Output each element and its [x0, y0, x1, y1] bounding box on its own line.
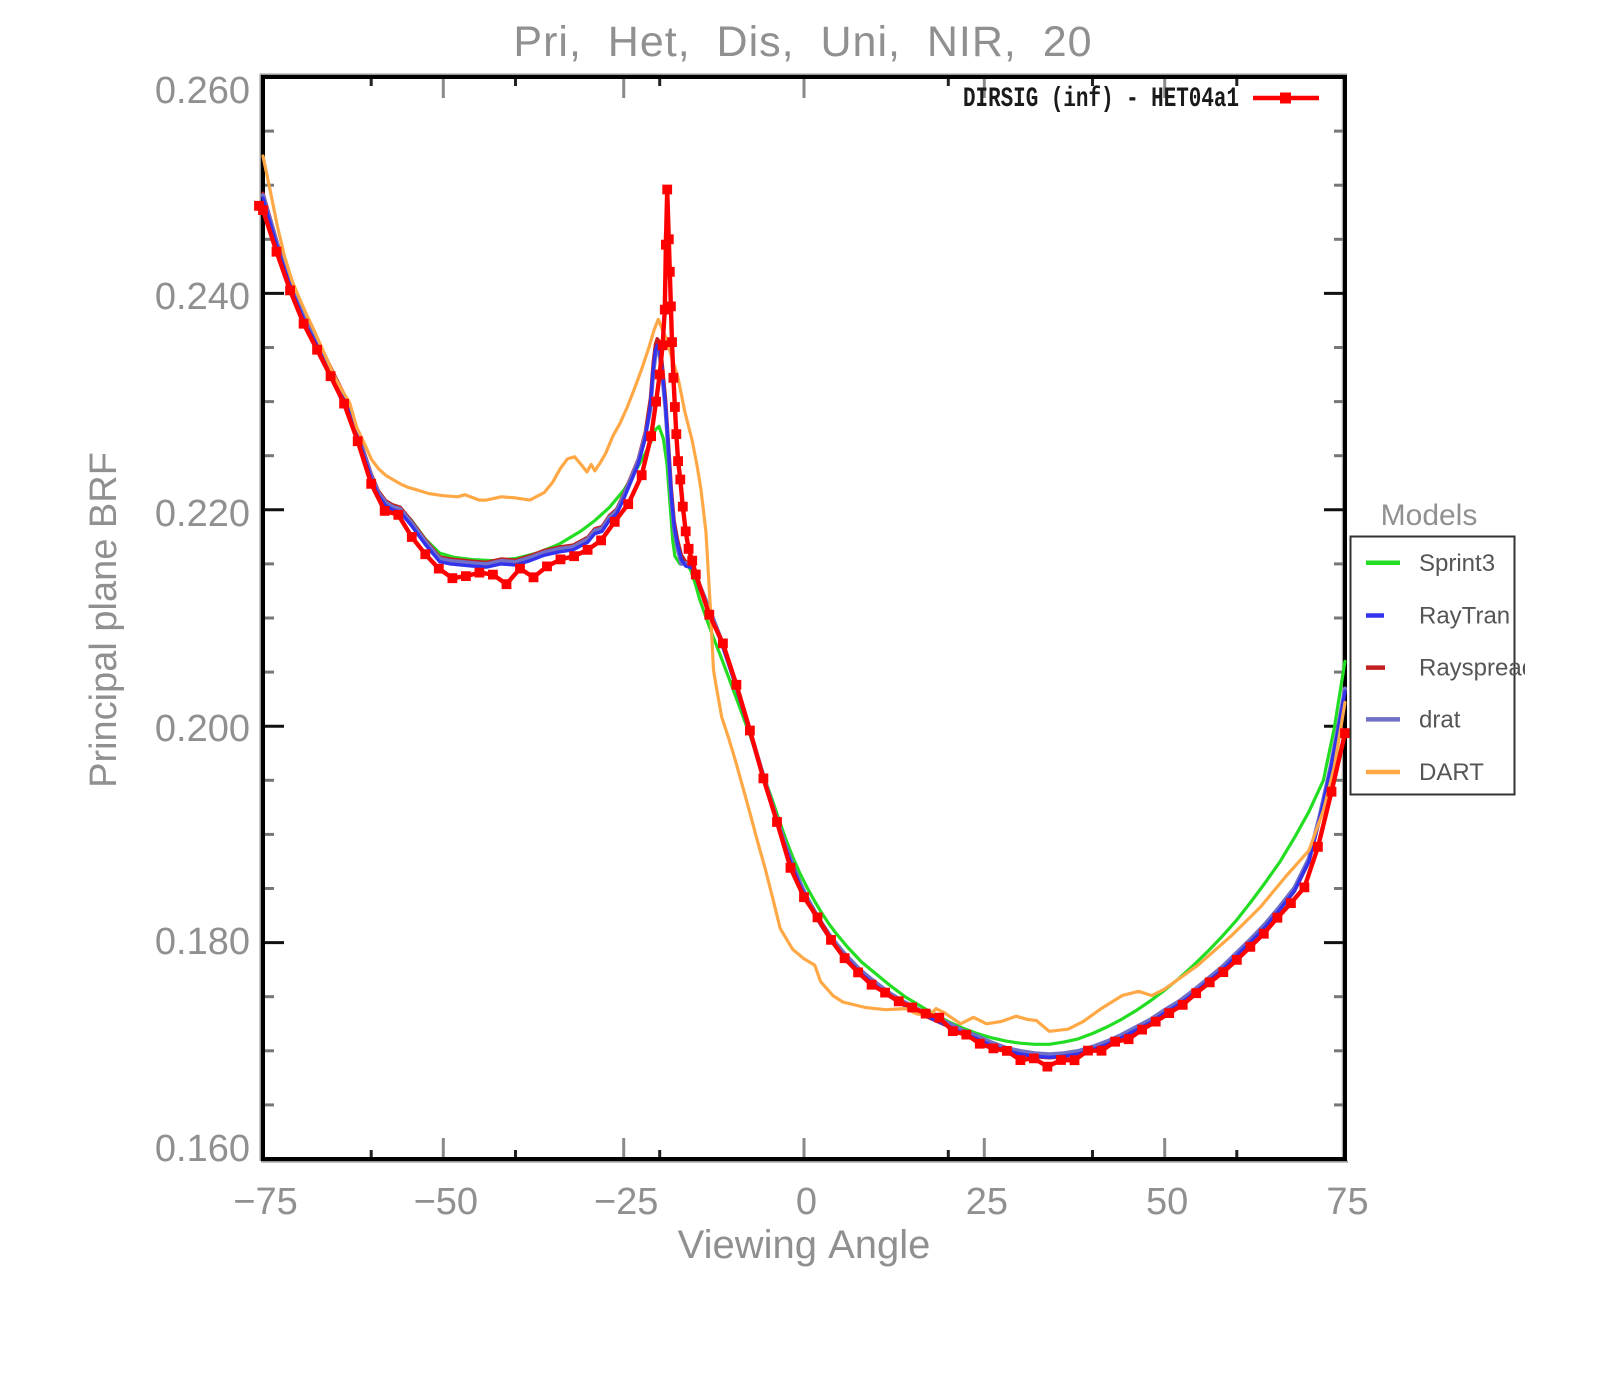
svg-text:0.240: 0.240 [155, 276, 250, 318]
svg-text:−50: −50 [414, 1181, 478, 1223]
svg-text:Models: Models [1381, 499, 1478, 532]
svg-text:−75: −75 [233, 1181, 297, 1223]
svg-text:−25: −25 [594, 1181, 658, 1223]
svg-text:0.180: 0.180 [155, 921, 250, 963]
svg-text:0.260: 0.260 [155, 70, 250, 112]
svg-text:Rayspread: Rayspread [1419, 655, 1535, 682]
svg-text:0: 0 [796, 1181, 817, 1223]
svg-text:75: 75 [1326, 1181, 1368, 1223]
svg-text:Pri, Het, Dis, Uni, NIR,: Pri, Het, Dis, Uni, NIR, 20 [513, 18, 1092, 66]
svg-text:DIRSIG (inf) - HET04a1: DIRSIG (inf) - HET04a1 [963, 84, 1239, 115]
svg-text:DART: DART [1419, 759, 1484, 786]
svg-text:RayTran: RayTran [1419, 603, 1510, 630]
svg-text:0.220: 0.220 [155, 493, 250, 535]
svg-text:25: 25 [966, 1181, 1008, 1223]
svg-text:0.200: 0.200 [155, 708, 250, 750]
svg-text:Viewing Angle: Viewing Angle [678, 1223, 931, 1267]
svg-text:drat: drat [1419, 706, 1461, 733]
svg-text:Sprint3: Sprint3 [1419, 550, 1495, 577]
svg-text:50: 50 [1146, 1181, 1188, 1223]
svg-text:0.160: 0.160 [155, 1128, 250, 1170]
svg-text:Principal plane BRF: Principal plane BRF [83, 452, 125, 788]
